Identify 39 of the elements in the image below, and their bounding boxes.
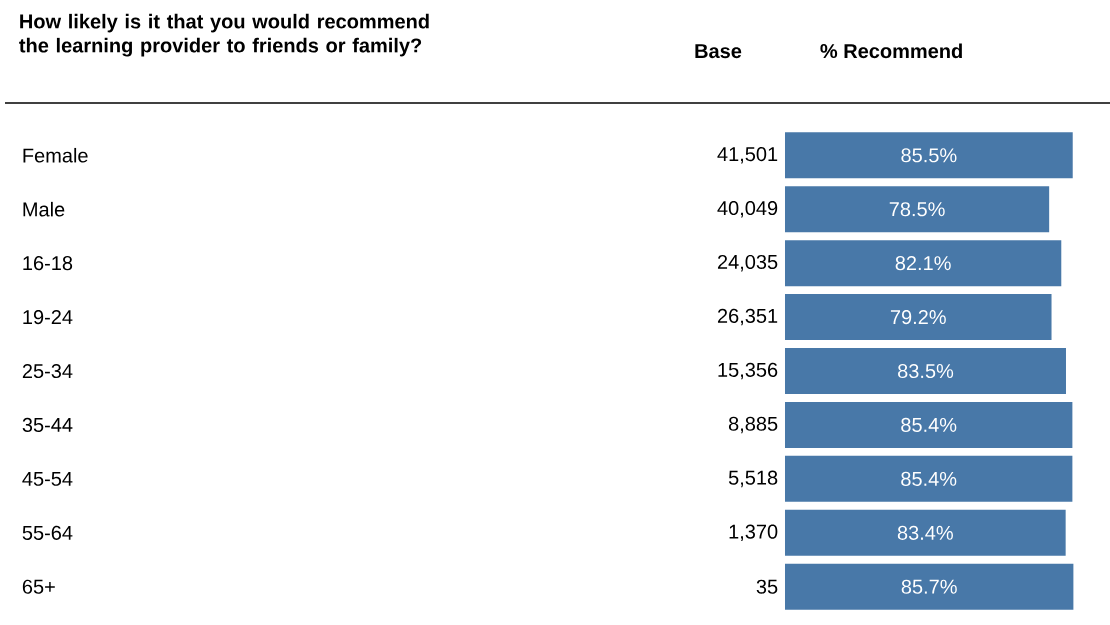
- data-label: 78.5%: [889, 202, 945, 217]
- y-tick-label: 35-44: [22, 417, 73, 433]
- bar: [785, 348, 1066, 395]
- bar: [785, 401, 1073, 448]
- bar: [785, 186, 1050, 233]
- data-label: 83.4%: [897, 525, 953, 540]
- text: Base: [695, 44, 742, 59]
- bar: [785, 563, 1074, 610]
- data-label: 82.1%: [895, 256, 951, 271]
- text: 35: [756, 579, 778, 594]
- y-tick-label: 16-18: [23, 256, 73, 271]
- text: 24,035: [717, 254, 778, 272]
- bar: [785, 240, 1062, 287]
- data-label: 79.2%: [890, 310, 946, 325]
- text: 40,049: [717, 200, 778, 218]
- text: 15,356: [718, 362, 778, 380]
- text: 1,370: [729, 524, 778, 542]
- bar: [785, 509, 1066, 556]
- text: How likely is it that you would recommend the learning provider to friends or family?: [19, 13, 429, 57]
- y-tick-label: Female: [23, 147, 88, 163]
- bar: [785, 132, 1073, 179]
- text: 8,885: [728, 416, 778, 434]
- text: 41,501: [717, 147, 778, 164]
- y-tick-label: 25-34: [22, 363, 73, 379]
- y-tick-label: 19-24: [23, 310, 73, 325]
- text: 5,518: [728, 470, 778, 488]
- data-label: 85.4%: [901, 471, 957, 486]
- text: 26,351: [717, 308, 778, 326]
- data-label: 85.4%: [901, 417, 957, 433]
- y-tick-label: Male: [23, 201, 65, 217]
- y-tick-label: 55-64: [22, 525, 73, 540]
- bar: [785, 294, 1052, 341]
- x-axis-title: % Recommend: [820, 43, 962, 59]
- data-label: 85.7%: [901, 579, 957, 594]
- data-label: 85.5%: [901, 148, 957, 163]
- y-tick-label: 65+: [22, 579, 55, 594]
- y-tick-label: 45-54: [22, 471, 73, 486]
- data-label: 83.5%: [898, 363, 954, 379]
- bar: [785, 455, 1073, 502]
